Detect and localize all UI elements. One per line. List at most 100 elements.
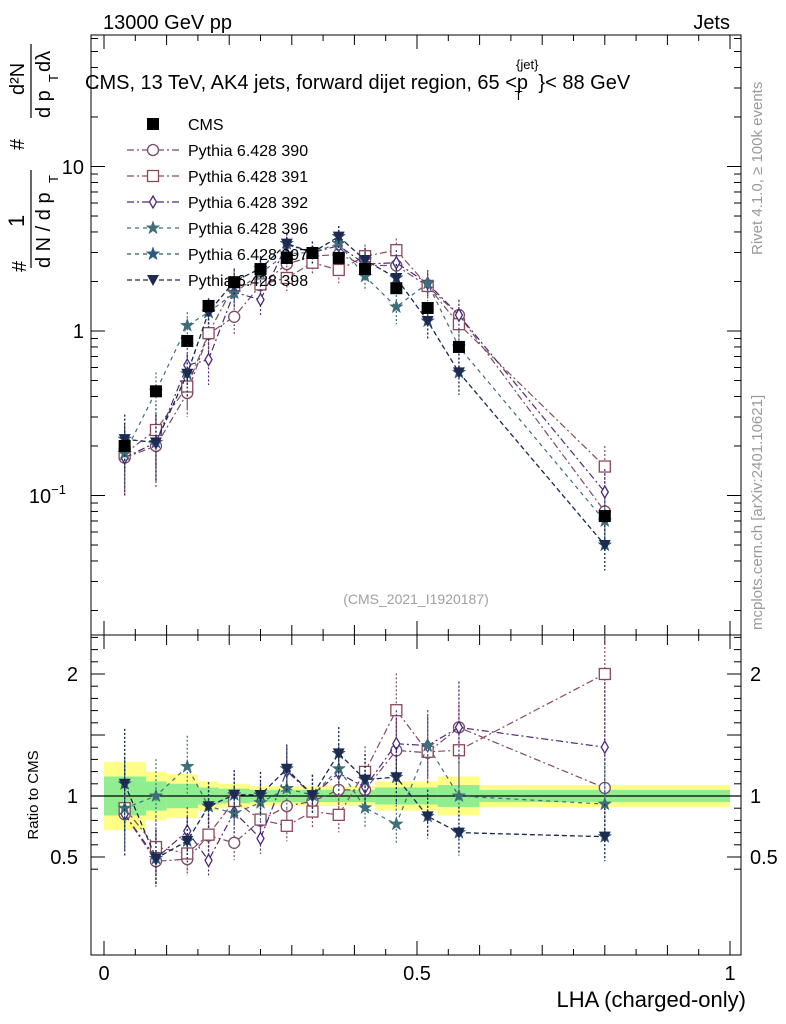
data-point	[420, 275, 436, 290]
ratio-point	[421, 811, 434, 823]
data-point	[179, 317, 195, 332]
legend-marker	[147, 118, 159, 130]
ratio-point	[451, 788, 467, 803]
series-cms-data	[118, 246, 611, 523]
ratio-series-pythia-6-428-398	[118, 727, 611, 884]
ratio-point	[280, 763, 293, 775]
ratio-point	[228, 789, 241, 801]
x-tick-label: 0	[98, 963, 109, 985]
ratio-point	[202, 801, 215, 813]
svg-text:#: #	[7, 138, 29, 150]
ratio-point	[359, 774, 372, 786]
legend-marker	[146, 169, 160, 183]
ratio-point	[228, 836, 241, 849]
data-point	[359, 255, 372, 267]
series-line	[124, 253, 606, 512]
data-point	[181, 368, 194, 380]
legend-entry: Pythia 6.428 396	[127, 220, 308, 238]
ratio-y-tick-label: 0.5	[50, 847, 78, 869]
legend-marker	[146, 143, 160, 157]
ratio-y-tick-label-right: 0.5	[750, 847, 778, 869]
ratio-y-tick-label: 1	[67, 786, 78, 808]
svg-text:#: #	[9, 260, 31, 272]
ratio-point	[280, 819, 293, 832]
cms-data-point	[202, 299, 215, 312]
svg-text:d p: d p	[33, 90, 55, 118]
header-energy-label: 13000 GeV pp	[103, 12, 232, 34]
ratio-point	[598, 831, 611, 843]
ratio-point	[256, 831, 265, 846]
cms-data-point	[149, 385, 162, 398]
ratio-point	[392, 736, 401, 752]
data-point	[280, 238, 293, 250]
ratio-y-tick-label-right: 2	[750, 664, 761, 686]
data-point	[454, 307, 464, 323]
data-point	[202, 327, 215, 340]
header-jets-label: Jets	[693, 12, 730, 34]
cms-data-point	[280, 251, 293, 264]
ratio-point	[148, 788, 164, 803]
data-point	[600, 484, 610, 500]
side-label-rivet: Rivet 4.1.0, ≥ 100k events	[749, 82, 766, 255]
svg-text:d²N: d²N	[7, 63, 29, 95]
data-point	[204, 352, 213, 367]
legend-label: Pythia 6.428 391	[188, 169, 308, 186]
data-point	[598, 460, 611, 473]
svg-text:1: 1	[4, 215, 29, 227]
legend-marker	[148, 194, 158, 210]
ratio-point	[149, 853, 162, 865]
data-point	[228, 310, 241, 323]
ratio-point	[117, 800, 133, 815]
ratio-y-axis-label: Ratio to CMS	[25, 750, 42, 839]
data-point	[118, 434, 131, 446]
analysis-watermark: (CMS_2021_I1920187)	[343, 591, 489, 607]
data-point	[332, 231, 345, 243]
data-point	[421, 316, 434, 328]
cms-data-point	[254, 263, 267, 276]
svg-text:T: T	[46, 74, 61, 82]
legend-label: Pythia 6.428 390	[188, 143, 308, 160]
svg-text:d N / d p: d N / d p	[33, 192, 55, 268]
data-point	[149, 437, 162, 449]
legend-entry: Pythia 6.428 398	[127, 273, 308, 290]
legend-label: CMS	[188, 117, 224, 134]
legend-label: Pythia 6.428 398	[188, 273, 308, 290]
ratio-point	[118, 778, 131, 790]
ratio-point	[600, 739, 610, 755]
ratio-point	[332, 748, 345, 760]
legend: CMS Pythia 6.428 390 Pythia 6.428 391 Pythi…	[127, 117, 308, 290]
svg-text:dλ: dλ	[33, 51, 55, 72]
main-y-axis-label: # 1 d N / d p T # d²N d p T dλ	[4, 44, 61, 272]
legend-entry: Pythia 6.428 397	[127, 246, 308, 264]
legend-entry: CMS	[147, 117, 224, 134]
ratio-point	[357, 800, 373, 815]
ratio-point	[202, 828, 215, 841]
data-point	[598, 540, 611, 552]
cms-data-point	[181, 334, 194, 347]
axis-ticks	[91, 35, 741, 955]
data-point	[452, 367, 465, 379]
ratio-line	[124, 752, 605, 860]
legend-marker	[145, 220, 161, 235]
ratio-point	[597, 796, 613, 811]
axis-tick-labels: 0 0.5 1 0.5 0.5 1 1 2 2	[50, 664, 778, 985]
ratio-point	[452, 827, 465, 839]
legend-label: Pythia 6.428 392	[188, 195, 308, 212]
legend-marker	[147, 275, 159, 286]
ratio-y-tick-label-right: 1	[750, 786, 761, 808]
cms-data-point	[452, 340, 465, 353]
ratio-point	[454, 720, 464, 735]
plot-title: CMS, 13 TeV, AK4 jets, forward dijet reg…	[85, 57, 631, 103]
legend-entry: Pythia 6.428 390	[127, 143, 308, 160]
data-point	[226, 285, 242, 300]
cms-data-point	[359, 263, 372, 276]
data-point	[390, 272, 403, 284]
main-panel-series	[117, 225, 613, 571]
legend-label: Pythia 6.428 396	[188, 221, 308, 238]
ratio-uncertainty-bands	[91, 761, 741, 831]
ratio-point	[598, 667, 611, 681]
legend-entry: Pythia 6.428 392	[127, 194, 308, 212]
cms-data-point	[332, 251, 345, 264]
data-point	[388, 299, 404, 314]
